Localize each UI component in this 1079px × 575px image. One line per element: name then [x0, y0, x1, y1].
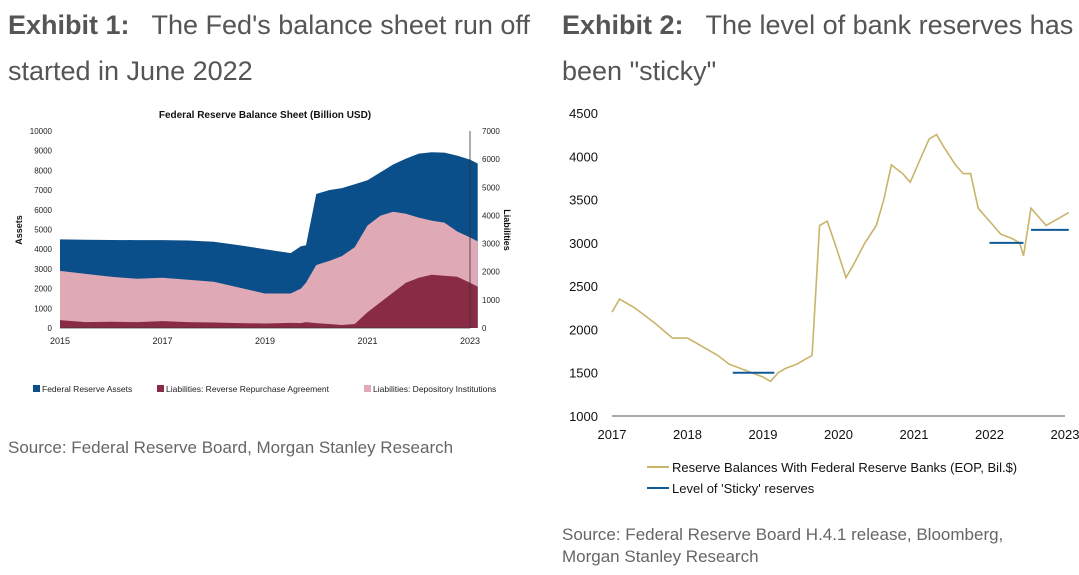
exhibit-2-source: Source: Federal Reserve Board H.4.1 rele…: [562, 525, 1004, 566]
y-tick-label: 8000: [34, 166, 52, 175]
bank-reserves-chart: 1000 1500 2000 2500 3000 3500 4000 4500 2017 2018…: [569, 106, 1079, 496]
y-tick-label: 3500: [569, 193, 598, 208]
exhibit-2-headline: Exhibit 2: The level of bank reserves has…: [562, 2, 1079, 94]
x-tick-label: 2018: [673, 427, 702, 442]
x-tick-label: 2020: [824, 427, 853, 442]
y-tick-label: 3000: [569, 236, 598, 251]
legend-swatch-2: [157, 385, 164, 392]
exhibit-1-headline: Exhibit 1: The Fed's balance sheet run of…: [8, 2, 540, 94]
legend-swatch-3: [364, 385, 371, 392]
x-tick-label: 2017: [152, 336, 172, 346]
y2-axis-label: Liabilities: [502, 209, 512, 251]
exhibit-2: Exhibit 2: The level of bank reserves has…: [555, 0, 1079, 575]
x-tick-label: 2023: [460, 336, 480, 346]
y-tick-label: 1000: [569, 409, 598, 424]
exhibit-2-label: Exhibit 2:: [562, 10, 684, 40]
exhibit-1-title: The Fed's balance sheet run off started …: [8, 10, 530, 86]
y2-tick-label: 3000: [482, 240, 500, 249]
y-tick-label: 7000: [34, 186, 52, 195]
y2-tick-label: 6000: [482, 155, 500, 164]
y2-tick-label: 4000: [482, 211, 500, 220]
exhibit-1-source: Source: Federal Reserve Board, Morgan St…: [8, 438, 454, 457]
legend-swatch-1: [33, 385, 40, 392]
y-tick-label: 10000: [30, 127, 53, 136]
y-tick-label: 4000: [34, 245, 52, 254]
fed-balance-sheet-chart: Federal Reserve Balance Sheet (Billion U…: [14, 110, 512, 394]
legend-label-2: Level of 'Sticky' reserves: [672, 481, 815, 496]
x-tick-label: 2023: [1051, 427, 1079, 442]
exhibit-1-label: Exhibit 1:: [8, 10, 130, 40]
x-tick-label: 2022: [975, 427, 1004, 442]
x-tick-label: 2021: [900, 427, 929, 442]
y-tick-label: 1500: [569, 366, 598, 381]
y2-tick-label: 1000: [482, 296, 500, 305]
y2-tick-label: 5000: [482, 183, 500, 192]
x-tick-label: 2019: [749, 427, 778, 442]
y-axis-label: Assets: [14, 215, 24, 245]
y2-tick-label: 0: [482, 324, 487, 333]
legend-label-1: Reserve Balances With Federal Reserve Ba…: [672, 460, 1017, 475]
y-tick-label: 2500: [569, 279, 598, 294]
area-series-3: [60, 274, 478, 328]
y-tick-label: 4000: [569, 149, 598, 164]
legend-label-1: Federal Reserve Assets: [42, 384, 132, 394]
y-tick-label: 2000: [34, 285, 52, 294]
x-tick-label: 2021: [357, 336, 377, 346]
y-tick-label: 0: [48, 324, 53, 333]
y-tick-label: 9000: [34, 147, 52, 156]
y-tick-label: 5000: [34, 226, 52, 235]
x-tick-label: 2019: [255, 336, 275, 346]
y-tick-label: 2000: [569, 322, 598, 337]
y-tick-label: 6000: [34, 206, 52, 215]
legend-label-2: Liabilities: Reverse Repurchase Agreemen…: [166, 384, 330, 394]
reserve-balances-line: [611, 133, 1070, 383]
x-tick-label: 2015: [50, 336, 70, 346]
legend-label-3: Liabilities: Depository Institutions: [373, 384, 496, 394]
chart-1-title: Federal Reserve Balance Sheet (Billion U…: [159, 110, 371, 121]
x-tick-label: 2017: [598, 427, 627, 442]
y-tick-label: 1000: [34, 304, 52, 313]
y-tick-label: 3000: [34, 265, 52, 274]
y2-tick-label: 2000: [482, 268, 500, 277]
y-tick-label: 4500: [569, 106, 598, 121]
y2-tick-label: 7000: [482, 127, 500, 136]
area-series-2: [60, 211, 478, 328]
exhibit-2-title: The level of bank reserves has been "sti…: [562, 10, 1074, 86]
exhibit-1: Exhibit 1: The Fed's balance sheet run of…: [8, 2, 540, 457]
